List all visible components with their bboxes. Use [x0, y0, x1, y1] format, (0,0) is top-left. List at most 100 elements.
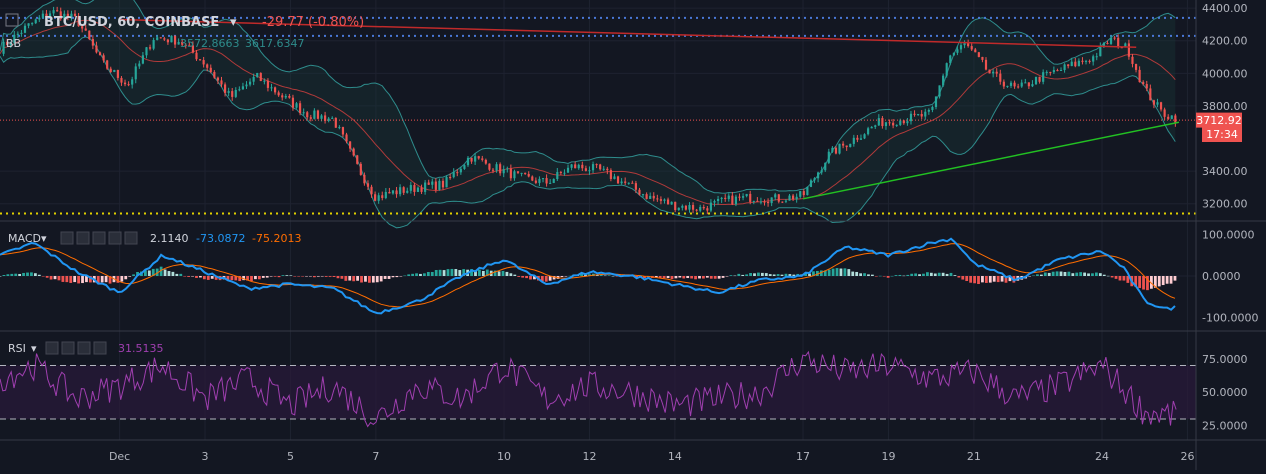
candle-body[interactable]	[820, 170, 823, 173]
candle-body[interactable]	[45, 13, 48, 17]
time-axis-label[interactable]: 5	[287, 450, 294, 463]
candle-body[interactable]	[738, 196, 741, 198]
candle-body[interactable]	[727, 195, 730, 199]
collapse-icon[interactable]	[5, 13, 19, 27]
eye-icon[interactable]	[45, 341, 59, 355]
candle-body[interactable]	[1106, 42, 1109, 44]
candle-body[interactable]	[652, 195, 655, 199]
candle-body[interactable]	[327, 118, 330, 121]
candle-body[interactable]	[377, 195, 380, 201]
candle-body[interactable]	[6, 41, 9, 46]
candle-body[interactable]	[459, 168, 462, 173]
candle-body[interactable]	[734, 196, 738, 205]
candle-body[interactable]	[31, 23, 34, 25]
candle-body[interactable]	[474, 156, 477, 162]
candle-body[interactable]	[449, 177, 452, 179]
candle-body[interactable]	[745, 193, 748, 197]
candle-body[interactable]	[992, 71, 995, 74]
time-axis-label[interactable]: 21	[967, 450, 981, 463]
price-axis-label[interactable]: 3400.00	[1202, 165, 1248, 178]
candle-body[interactable]	[556, 172, 559, 180]
candle-body[interactable]	[1138, 69, 1141, 83]
candle-body[interactable]	[524, 172, 527, 174]
candle-body[interactable]	[259, 73, 262, 82]
candle-body[interactable]	[627, 182, 630, 184]
candle-body[interactable]	[88, 30, 91, 40]
support-trendline[interactable]	[802, 121, 1180, 200]
candle-body[interactable]	[702, 206, 705, 209]
candle-body[interactable]	[902, 120, 905, 124]
candle-body[interactable]	[720, 197, 723, 199]
candle-body[interactable]	[538, 178, 541, 183]
candle-body[interactable]	[245, 84, 248, 87]
candle-body[interactable]	[123, 82, 127, 85]
candle-body[interactable]	[756, 200, 759, 202]
candle-body[interactable]	[9, 42, 12, 46]
candle-body[interactable]	[1167, 116, 1170, 119]
candle-body[interactable]	[466, 157, 470, 166]
candle-body[interactable]	[913, 113, 916, 115]
candle-body[interactable]	[849, 143, 852, 148]
candle-body[interactable]	[499, 164, 502, 174]
candle-body[interactable]	[416, 187, 420, 192]
candle-body[interactable]	[1074, 61, 1077, 67]
candle-body[interactable]	[252, 76, 255, 82]
candle-body[interactable]	[306, 112, 309, 118]
candle-body[interactable]	[391, 190, 395, 194]
candle-body[interactable]	[1034, 76, 1038, 85]
candle-body[interactable]	[899, 120, 902, 125]
candle-body[interactable]	[209, 67, 212, 72]
candle-body[interactable]	[341, 127, 345, 135]
candle-body[interactable]	[502, 169, 505, 174]
candle-body[interactable]	[549, 182, 552, 184]
candle-body[interactable]	[924, 111, 927, 117]
candle-body[interactable]	[1163, 109, 1166, 117]
candle-body[interactable]	[645, 194, 648, 199]
price-axis-label[interactable]: 3800.00	[1202, 100, 1248, 113]
candle-body[interactable]	[1063, 64, 1066, 70]
candle-body[interactable]	[181, 41, 184, 45]
candle-body[interactable]	[595, 164, 598, 166]
candle-body[interactable]	[202, 60, 205, 65]
candle-body[interactable]	[813, 178, 816, 181]
candle-body[interactable]	[1092, 56, 1095, 62]
symbol-title[interactable]: BTC/USD, 60, COINBASE	[44, 15, 219, 30]
candle-body[interactable]	[256, 73, 259, 77]
candle-body[interactable]	[713, 200, 716, 203]
candle-body[interactable]	[1170, 115, 1173, 119]
candle-body[interactable]	[266, 80, 270, 88]
candle-body[interactable]	[413, 185, 416, 192]
candle-body[interactable]	[148, 47, 152, 49]
candle-body[interactable]	[273, 87, 277, 93]
candle-body[interactable]	[481, 158, 484, 160]
candle-body[interactable]	[634, 183, 637, 190]
candle-body[interactable]	[641, 194, 645, 196]
candle-body[interactable]	[777, 194, 780, 202]
candle-body[interactable]	[656, 198, 659, 200]
candle-body[interactable]	[920, 113, 923, 117]
candle-body[interactable]	[749, 193, 752, 202]
candle-body[interactable]	[1127, 43, 1130, 57]
candle-body[interactable]	[445, 177, 448, 188]
candle-body[interactable]	[406, 190, 409, 193]
candle-body[interactable]	[709, 202, 713, 211]
time-axis-label[interactable]: 7	[372, 450, 379, 463]
settings-icon[interactable]	[61, 341, 75, 355]
candle-body[interactable]	[1102, 42, 1105, 46]
candle-body[interactable]	[1067, 64, 1070, 67]
candle-body[interactable]	[784, 200, 788, 202]
candle-body[interactable]	[588, 170, 591, 172]
bb-basis-line[interactable]	[0, 19, 1176, 206]
candle-body[interactable]	[506, 168, 509, 170]
candle-body[interactable]	[120, 77, 123, 83]
price-axis-label[interactable]: 4400.00	[1202, 2, 1248, 15]
candle-body[interactable]	[299, 103, 302, 113]
candle-body[interactable]	[602, 168, 605, 170]
candle-body[interactable]	[884, 122, 888, 127]
candle-body[interactable]	[574, 164, 577, 169]
candle-body[interactable]	[870, 126, 873, 129]
candle-body[interactable]	[684, 205, 688, 210]
candle-body[interactable]	[1042, 72, 1045, 82]
